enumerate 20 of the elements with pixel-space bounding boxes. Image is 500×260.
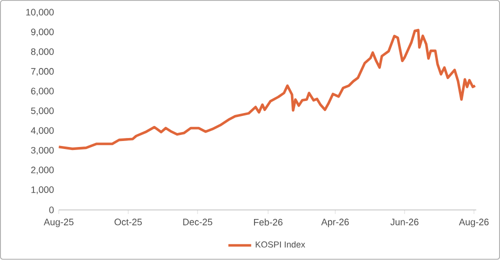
x-tick-label: Aug-25 [44, 218, 74, 228]
y-tick-label: 2,000 [31, 166, 54, 174]
x-tick-label: Aug-26 [458, 218, 489, 228]
y-tick-label: 9,000 [31, 28, 54, 36]
y-tick-label: 10,000 [26, 9, 54, 17]
y-tick-label: 4,000 [30, 127, 54, 136]
y-tick-label: 5,000 [31, 108, 54, 116]
y-tick-label: 6,000 [31, 88, 54, 96]
x-tick-label: Feb-26 [254, 218, 282, 226]
x-tick-label: Apr-26 [321, 218, 349, 228]
x-tick-label: Oct-25 [114, 218, 142, 226]
y-tick-label: 3,000 [31, 147, 54, 155]
y-tick-label: 1,000 [31, 186, 54, 194]
y-tick-label: 8,000 [31, 48, 54, 56]
x-tick-label: Dec-25 [183, 218, 212, 226]
y-tick-label: 7,000 [31, 68, 54, 76]
y-tick-label: 0 [49, 206, 54, 214]
legend-label: KOSPI Index [256, 241, 306, 248]
line-series [58, 28, 476, 150]
x-tick-label: Jun-26 [390, 218, 418, 226]
